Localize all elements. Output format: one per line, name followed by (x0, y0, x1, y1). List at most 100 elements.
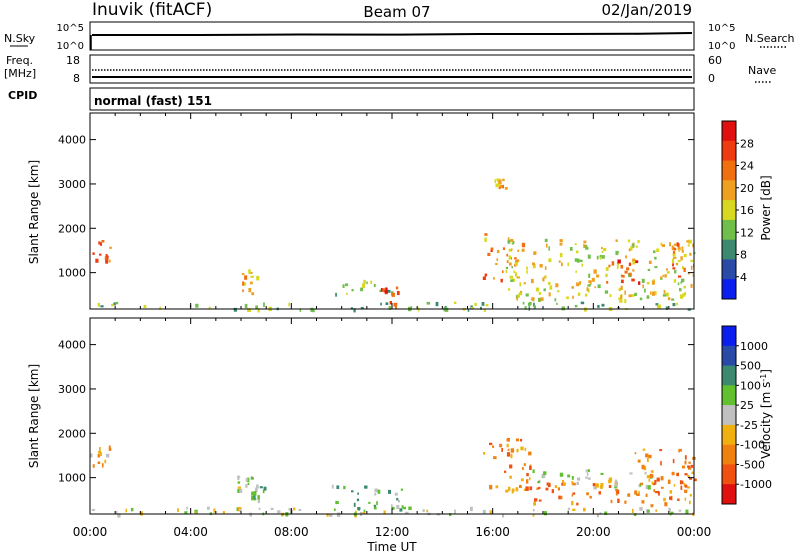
heatmap-cell (689, 477, 693, 480)
colorbar-segment (722, 121, 736, 142)
heatmap-cell (532, 509, 535, 512)
heatmap-cell (253, 491, 257, 496)
heatmap-cell (666, 306, 668, 310)
heatmap-cell (580, 301, 585, 305)
heatmap-cell (587, 254, 591, 259)
heatmap-cell (601, 255, 605, 259)
colorbar-tick-label: -500 (740, 458, 765, 471)
colorbar-segment (722, 219, 736, 241)
heatmap-cell (600, 472, 604, 475)
heatmap-cell (467, 308, 470, 312)
heatmap-cell (651, 280, 655, 285)
heatmap-cell (362, 283, 365, 288)
heatmap-cell (672, 263, 674, 267)
heatmap-cell (532, 469, 535, 474)
colorbar-tick-label: 28 (740, 137, 754, 150)
heatmap-cell (108, 445, 111, 449)
heatmap-cell (672, 458, 675, 464)
heatmap-cell (656, 477, 660, 482)
freq-label-2: [MHz] (4, 67, 36, 80)
heatmap-cell (331, 484, 334, 489)
heatmap-cell (614, 479, 618, 484)
heatmap-cell (250, 477, 254, 480)
heatmap-cell (674, 269, 677, 274)
colorbar-segment (722, 140, 736, 162)
heatmap-cell (684, 484, 688, 488)
heatmap-cell (691, 471, 694, 474)
heatmap-cell (584, 293, 588, 297)
heatmap-cell (609, 294, 612, 298)
heatmap-cell (689, 252, 692, 256)
heatmap-cell (496, 258, 499, 261)
heatmap-cell (270, 507, 274, 510)
heatmap-cell (641, 500, 645, 504)
heatmap-cell (242, 281, 245, 286)
heatmap-cell (682, 266, 684, 270)
heatmap-cell (366, 281, 368, 285)
heatmap-cell (379, 289, 382, 293)
heatmap-cell (262, 489, 265, 494)
heatmap-cell (649, 473, 653, 479)
heatmap-cell (650, 504, 654, 508)
heatmap-cell (396, 290, 400, 296)
heatmap-cell (660, 276, 662, 279)
y-tick-label: 4000 (58, 339, 86, 352)
heatmap-cell (391, 292, 395, 297)
heatmap-cell (513, 270, 516, 274)
heatmap-cell (585, 469, 588, 473)
heatmap-cell (517, 294, 520, 298)
heatmap-cell (678, 449, 680, 453)
heatmap-cell (499, 443, 503, 448)
heatmap-cell (377, 489, 381, 494)
heatmap-cell (634, 452, 637, 455)
heatmap-cell (484, 233, 488, 236)
heatmap-cell (449, 513, 452, 516)
heatmap-cell (105, 259, 109, 264)
heatmap-cell (634, 490, 638, 495)
heatmap-cell (680, 294, 684, 299)
heatmap-cell (101, 463, 104, 468)
heatmap-cell (579, 281, 582, 285)
y-tick-label: 3000 (58, 383, 86, 396)
heatmap-cell (641, 278, 645, 283)
freq-tick-top: 18 (66, 54, 80, 67)
heatmap-cell (584, 244, 588, 248)
heatmap-cell (676, 472, 679, 477)
heatmap-cell (511, 488, 515, 492)
heatmap-cell (453, 301, 457, 304)
heatmap-cell (403, 506, 406, 510)
heatmap-cell (250, 275, 254, 278)
station-title: Inuvik (fitACF) (92, 0, 212, 20)
heatmap-cell (143, 304, 147, 308)
heatmap-cell (687, 475, 690, 478)
heatmap-cell (92, 252, 95, 255)
heatmap-cell (368, 501, 371, 504)
x-tick-label: 16:00 (475, 525, 510, 539)
heatmap-cell (258, 507, 261, 510)
heatmap-cell (567, 507, 570, 511)
heatmap-cell (237, 486, 241, 489)
heatmap-cell (259, 486, 263, 489)
heatmap-cell (505, 489, 509, 493)
heatmap-cell (159, 306, 161, 310)
heatmap-cell (656, 248, 660, 252)
heatmap-cell (624, 270, 628, 274)
heatmap-cell (99, 242, 102, 246)
heatmap-cell (574, 258, 578, 262)
heatmap-cell (526, 473, 529, 477)
heatmap-cell (606, 281, 609, 284)
x-tick-label: 08:00 (274, 525, 309, 539)
heatmap-cell (511, 248, 513, 251)
heatmap-cell (579, 259, 583, 263)
heatmap-cell (639, 507, 643, 511)
heatmap-cell (510, 239, 514, 242)
heatmap-cell (99, 447, 101, 451)
heatmap-cell (494, 179, 496, 184)
heatmap-cell (380, 288, 383, 292)
heatmap-cell (395, 286, 399, 290)
heatmap-cell (557, 487, 560, 491)
heatmap-cell (596, 513, 599, 518)
heatmap-cell (522, 243, 525, 246)
heatmap-cell (333, 508, 336, 511)
nsearch-tick-bottom: 10^0 (708, 41, 735, 52)
